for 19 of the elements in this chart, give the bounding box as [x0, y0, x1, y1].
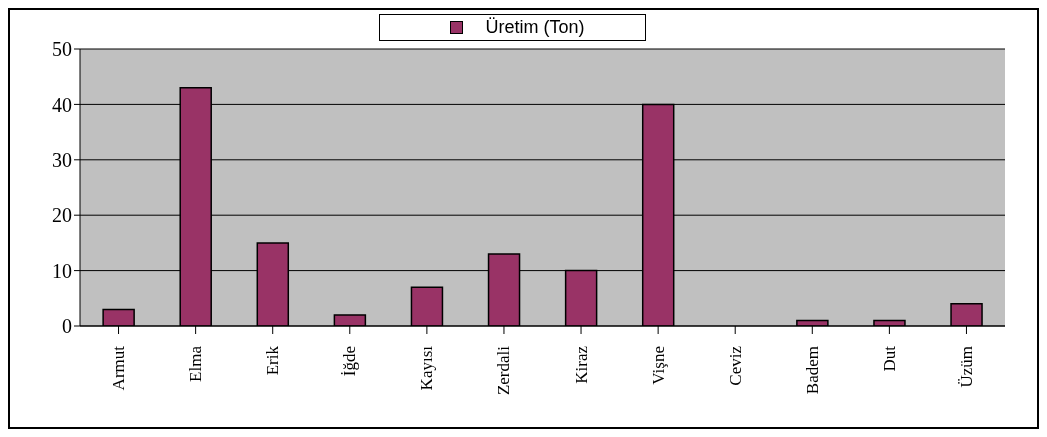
x-tick-label: Üzüm — [956, 346, 976, 388]
x-tick-label: Zerdali — [494, 345, 514, 396]
y-tick-label: 0 — [62, 315, 72, 338]
x-tick-label: Erik — [263, 345, 283, 376]
y-tick-label: 20 — [52, 204, 72, 227]
x-tick-label: İğde — [340, 346, 360, 377]
y-tick-label: 30 — [52, 148, 72, 171]
y-tick-label: 40 — [52, 93, 72, 116]
legend-label: Üretim (Ton) — [485, 17, 585, 38]
x-tick-label: Elma — [186, 345, 206, 382]
x-tick-label: Armut — [109, 345, 129, 391]
x-tick-label: Ceviz — [725, 345, 745, 386]
x-tick-label: Vişne — [648, 346, 668, 385]
y-tick-label: 50 — [52, 38, 72, 61]
x-tick-label: Dut — [879, 345, 899, 372]
x-tick-label: Badem — [802, 346, 822, 395]
y-tick-label: 10 — [52, 259, 72, 282]
x-tick-label: Kayısı — [417, 345, 437, 391]
x-tick-label: Kiraz — [571, 345, 591, 384]
